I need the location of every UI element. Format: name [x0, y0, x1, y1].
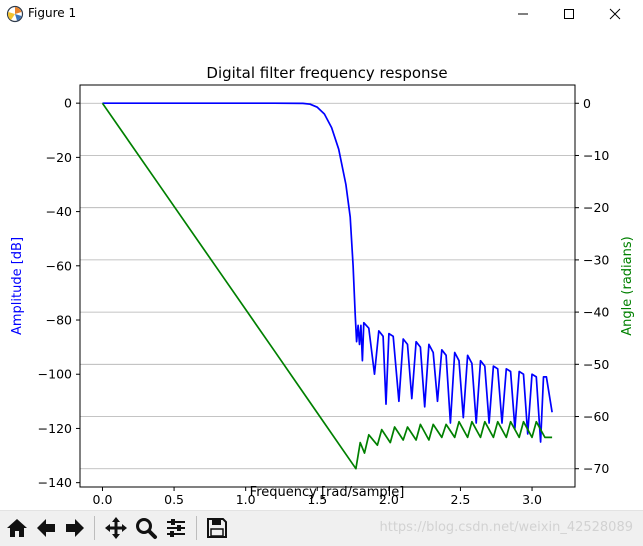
maximize-button[interactable]	[546, 0, 592, 28]
save-button[interactable]	[203, 514, 231, 542]
amplitude-series	[102, 102, 553, 443]
save-icon	[207, 518, 227, 538]
x-axis-label: Frequency [rad/sample]	[250, 485, 405, 500]
left-tick-label: −140	[38, 475, 72, 490]
right-tick-label: 0	[583, 96, 591, 111]
angle-series	[101, 102, 553, 470]
left-tick-label: −120	[38, 421, 72, 436]
maximize-icon	[564, 9, 574, 19]
left-tick-label: −80	[46, 313, 72, 328]
x-tick-label: 3.0	[522, 492, 542, 507]
left-axis-label: Amplitude [dB]	[10, 237, 25, 335]
x-tick-label: 0.5	[164, 492, 184, 507]
x-tick-label: 1.5	[307, 492, 327, 507]
x-tick-label: 0.0	[93, 492, 113, 507]
back-button[interactable]	[32, 514, 60, 542]
configure-subplots-button[interactable]	[162, 514, 190, 542]
left-tick-label: −100	[38, 367, 72, 382]
navigation-toolbar: https://blog.csdn.net/weixin_42528089	[0, 510, 643, 546]
close-icon	[609, 8, 621, 20]
right-tick-label: −20	[583, 200, 609, 215]
minimize-icon	[518, 13, 528, 15]
figure-canvas[interactable]: Digital filter frequency response 0.0 0.5…	[0, 28, 643, 510]
right-axis-ticks: 0 −10 −20 −30 −40 −50 −60 −70	[575, 96, 609, 476]
left-tick-label: −40	[46, 204, 72, 219]
close-button[interactable]	[592, 0, 638, 28]
forward-button[interactable]	[61, 514, 89, 542]
right-tick-label: −60	[583, 409, 609, 424]
grid-lines	[80, 102, 575, 470]
x-axis-ticks: 0.0 0.5 1.0 1.5 2.0 2.5 3.0	[93, 487, 542, 507]
x-tick-label: 2.5	[451, 492, 471, 507]
left-tick-label: −60	[46, 258, 72, 273]
home-icon	[7, 519, 27, 537]
left-tick-label: 0	[64, 96, 72, 111]
zoom-icon	[136, 518, 157, 539]
x-tick-label: 2.0	[379, 492, 399, 507]
minimize-button[interactable]	[500, 0, 546, 28]
angle-line	[101, 102, 553, 470]
back-icon	[37, 519, 55, 537]
left-tick-label: −20	[46, 150, 72, 165]
right-tick-label: −70	[583, 461, 609, 476]
plot-frame	[79, 84, 576, 488]
right-axis-label: Angle (radians)	[620, 236, 635, 335]
right-tick-label: −40	[583, 305, 609, 320]
watermark-text: https://blog.csdn.net/weixin_42528089	[379, 520, 633, 535]
amplitude-line	[102, 102, 553, 443]
window-title: Figure 1	[28, 6, 77, 20]
configure-subplots-icon	[167, 519, 185, 537]
pan-icon	[105, 517, 127, 539]
right-tick-label: −10	[583, 148, 609, 163]
pan-button[interactable]	[102, 514, 130, 542]
chart: Digital filter frequency response 0.0 0.5…	[10, 64, 635, 507]
x-tick-label: 1.0	[236, 492, 256, 507]
left-axis-ticks: 0 −20 −40 −60 −80 −100 −120 −140	[38, 96, 80, 490]
chart-title: Digital filter frequency response	[206, 64, 447, 82]
matplotlib-icon	[6, 5, 24, 23]
right-tick-label: −50	[583, 357, 609, 372]
toolbar-separator	[196, 516, 197, 540]
home-button[interactable]	[3, 514, 31, 542]
zoom-button[interactable]	[132, 514, 160, 542]
forward-icon	[66, 519, 84, 537]
toolbar-separator	[94, 516, 95, 540]
window-titlebar: Figure 1	[0, 0, 643, 28]
right-tick-label: −30	[583, 252, 609, 267]
